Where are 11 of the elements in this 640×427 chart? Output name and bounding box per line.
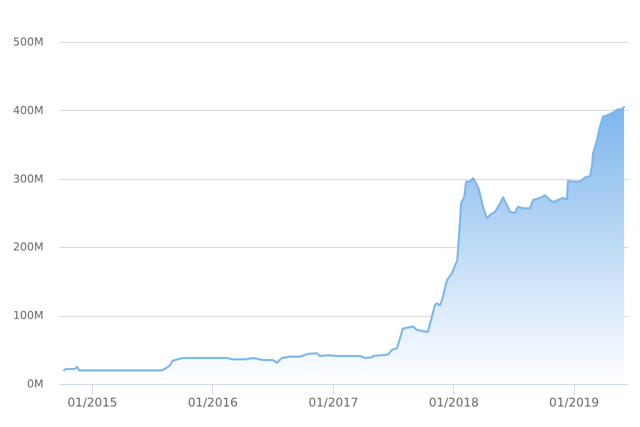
y-tick-label: 500M [13,36,44,48]
x-tick-label: 01/2016 [188,396,238,410]
x-tick-label: 01/2015 [68,396,118,410]
y-tick-label: 100M [13,309,44,322]
y-tick-label: 400M [13,104,44,117]
x-tick-label: 01/2018 [428,396,479,410]
x-tick-label: 01/2017 [308,396,358,410]
y-tick-label: 300M [13,172,44,186]
y-tick-label: 200M [13,240,44,254]
x-tick-label: 01/2019 [549,396,600,410]
y-tick-label: 0M [27,378,44,390]
